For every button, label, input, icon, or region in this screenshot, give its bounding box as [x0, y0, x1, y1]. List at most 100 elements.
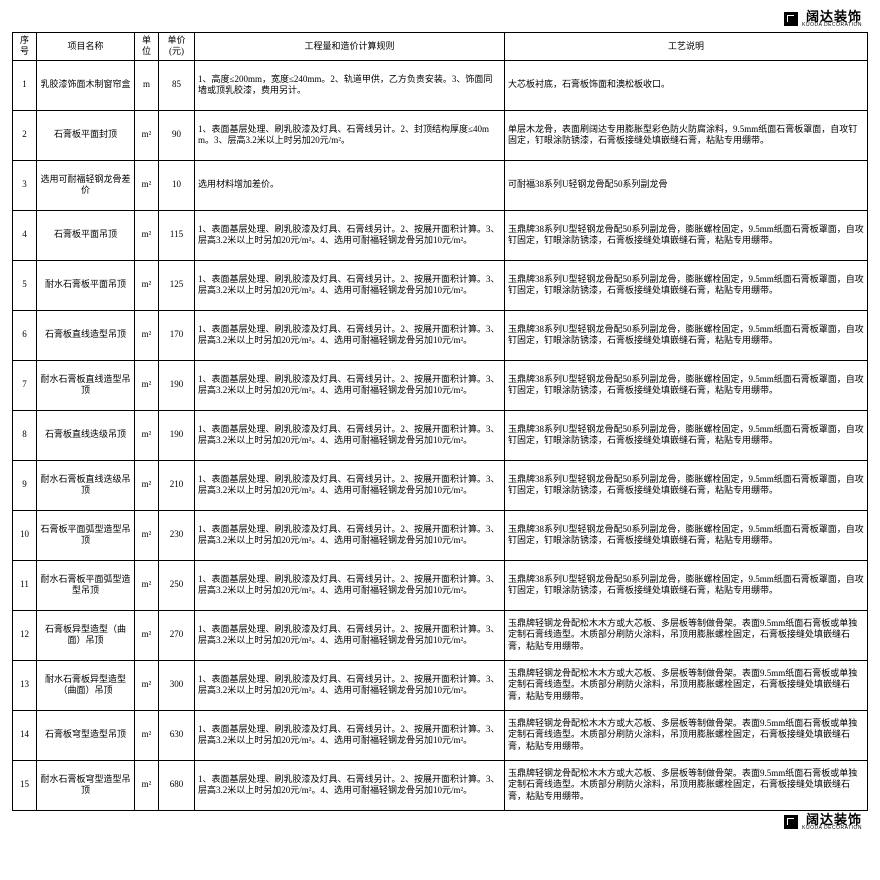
cell-seq: 15 — [13, 760, 37, 810]
cell-unit: m² — [135, 260, 159, 310]
cell-name: 耐水石膏板异型造型（曲面）吊顶 — [37, 660, 135, 710]
cell-rule: 1、表面基层处理、刷乳胶漆及灯具、石膏线另计。2、按展开面积计算。3、层高3.2… — [195, 310, 505, 360]
table-row: 8石膏板直线迭级吊顶m²1901、表面基层处理、刷乳胶漆及灯具、石膏线另计。2、… — [13, 410, 868, 460]
table-header-row: 序号 项目名称 单位 单价(元) 工程量和造价计算规则 工艺说明 — [13, 33, 868, 61]
brand-name-en: KUODA DECORATION — [802, 23, 862, 28]
cell-rule: 1、表面基层处理、刷乳胶漆及灯具、石膏线另计。2、按展开面积计算。3、层高3.2… — [195, 610, 505, 660]
cell-price: 190 — [159, 410, 195, 460]
cell-unit: m² — [135, 110, 159, 160]
col-header-seq: 序号 — [13, 33, 37, 61]
cell-price: 250 — [159, 560, 195, 610]
cell-price: 210 — [159, 460, 195, 510]
cell-price: 230 — [159, 510, 195, 560]
cell-name: 选用可耐福轻钢龙骨差价 — [37, 160, 135, 210]
col-header-proc: 工艺说明 — [505, 33, 868, 61]
cell-proc: 玉鼎牌38系列U型轻钢龙骨配50系列副龙骨，膨胀螺栓固定，9.5mm纸面石膏板罩… — [505, 560, 868, 610]
cell-price: 115 — [159, 210, 195, 260]
table-row: 9耐水石膏板直线迭级吊顶m²2101、表面基层处理、刷乳胶漆及灯具、石膏线另计。… — [13, 460, 868, 510]
cell-proc: 玉鼎牌轻钢龙骨配松木木方或大芯板、多层板等制做骨架。表面9.5mm纸面石膏板或单… — [505, 660, 868, 710]
header-logo-bar: 阔达装饰 KUODA DECORATION — [12, 8, 868, 32]
cell-unit: m — [135, 60, 159, 110]
cell-proc: 单层木龙骨，表面刷阔达专用膨胀型彩色防火防腐涂料，9.5mm纸面石膏板罩面，自攻… — [505, 110, 868, 160]
cell-name: 石膏板平面弧型造型吊顶 — [37, 510, 135, 560]
cell-rule: 1、表面基层处理、刷乳胶漆及灯具、石膏线另计。2、按展开面积计算。3、层高3.2… — [195, 710, 505, 760]
cell-price: 90 — [159, 110, 195, 160]
cell-name: 石膏板平面封顶 — [37, 110, 135, 160]
cell-rule: 1、表面基层处理、刷乳胶漆及灯具、石膏线另计。2、按展开面积计算。3、层高3.2… — [195, 760, 505, 810]
cell-seq: 7 — [13, 360, 37, 410]
cell-rule: 1、表面基层处理、刷乳胶漆及灯具、石膏线另计。2、按展开面积计算。3、层高3.2… — [195, 360, 505, 410]
cell-name: 石膏板直线迭级吊顶 — [37, 410, 135, 460]
cell-rule: 1、表面基层处理、刷乳胶漆及灯具、石膏线另计。2、封顶结构厚度≤40mm。3、层… — [195, 110, 505, 160]
table-row: 2石膏板平面封顶m²901、表面基层处理、刷乳胶漆及灯具、石膏线另计。2、封顶结… — [13, 110, 868, 160]
brand-logo-mark — [784, 12, 798, 26]
cell-seq: 10 — [13, 510, 37, 560]
cell-price: 680 — [159, 760, 195, 810]
cell-unit: m² — [135, 510, 159, 560]
cell-rule: 1、高度≤200mm，宽度≤240mm。2、轨道甲供，乙方负责安装。3、饰面同墙… — [195, 60, 505, 110]
col-header-unit: 单位 — [135, 33, 159, 61]
cell-seq: 6 — [13, 310, 37, 360]
cell-proc: 玉鼎牌38系列U型轻钢龙骨配50系列副龙骨，膨胀螺栓固定，9.5mm纸面石膏板罩… — [505, 410, 868, 460]
cell-seq: 5 — [13, 260, 37, 310]
cell-price: 270 — [159, 610, 195, 660]
brand-name-cn: 阔达装饰 — [802, 813, 862, 826]
cell-price: 300 — [159, 660, 195, 710]
cell-seq: 1 — [13, 60, 37, 110]
cell-seq: 14 — [13, 710, 37, 760]
col-header-name: 项目名称 — [37, 33, 135, 61]
table-row: 3选用可耐福轻钢龙骨差价m²10选用材料增加差价。可耐福38系列U轻钢龙骨配50… — [13, 160, 868, 210]
cell-name: 石膏板异型造型（曲面）吊顶 — [37, 610, 135, 660]
cell-proc: 可耐福38系列U轻钢龙骨配50系列副龙骨 — [505, 160, 868, 210]
cell-seq: 3 — [13, 160, 37, 210]
cell-proc: 玉鼎牌38系列U型轻钢龙骨配50系列副龙骨，膨胀螺栓固定，9.5mm纸面石膏板罩… — [505, 510, 868, 560]
cell-proc: 玉鼎牌轻钢龙骨配松木木方或大芯板、多层板等制做骨架。表面9.5mm纸面石膏板或单… — [505, 610, 868, 660]
footer-logo-bar: 阔达装饰 KUODA DECORATION — [12, 811, 868, 835]
pricing-table: 序号 项目名称 单位 单价(元) 工程量和造价计算规则 工艺说明 1乳胶漆饰面木… — [12, 32, 868, 811]
cell-proc: 玉鼎牌38系列U型轻钢龙骨配50系列副龙骨，膨胀螺栓固定，9.5mm纸面石膏板罩… — [505, 460, 868, 510]
cell-price: 125 — [159, 260, 195, 310]
table-row: 7耐水石膏板直线造型吊顶m²1901、表面基层处理、刷乳胶漆及灯具、石膏线另计。… — [13, 360, 868, 410]
cell-proc: 玉鼎牌38系列U型轻钢龙骨配50系列副龙骨，膨胀螺栓固定，9.5mm纸面石膏板罩… — [505, 360, 868, 410]
cell-unit: m² — [135, 310, 159, 360]
cell-rule: 1、表面基层处理、刷乳胶漆及灯具、石膏线另计。2、按展开面积计算。3、层高3.2… — [195, 560, 505, 610]
cell-proc: 玉鼎牌轻钢龙骨配松木木方或大芯板、多层板等制做骨架。表面9.5mm纸面石膏板或单… — [505, 760, 868, 810]
cell-unit: m² — [135, 560, 159, 610]
cell-unit: m² — [135, 710, 159, 760]
cell-rule: 1、表面基层处理、刷乳胶漆及灯具、石膏线另计。2、按展开面积计算。3、层高3.2… — [195, 460, 505, 510]
cell-name: 耐水石膏板平面弧型造型吊顶 — [37, 560, 135, 610]
cell-proc: 玉鼎牌38系列U型轻钢龙骨配50系列副龙骨，膨胀螺栓固定，9.5mm纸面石膏板罩… — [505, 310, 868, 360]
cell-seq: 4 — [13, 210, 37, 260]
cell-proc: 大芯板衬底，石膏板饰面和澳松板收口。 — [505, 60, 868, 110]
cell-unit: m² — [135, 460, 159, 510]
cell-proc: 玉鼎牌38系列U型轻钢龙骨配50系列副龙骨，膨胀螺栓固定，9.5mm纸面石膏板罩… — [505, 210, 868, 260]
cell-name: 耐水石膏板直线造型吊顶 — [37, 360, 135, 410]
table-row: 11耐水石膏板平面弧型造型吊顶m²2501、表面基层处理、刷乳胶漆及灯具、石膏线… — [13, 560, 868, 610]
brand-logo-footer: 阔达装饰 KUODA DECORATION — [784, 813, 862, 831]
table-row: 5耐水石膏板平面吊顶m²1251、表面基层处理、刷乳胶漆及灯具、石膏线另计。2、… — [13, 260, 868, 310]
cell-rule: 1、表面基层处理、刷乳胶漆及灯具、石膏线另计。2、按展开面积计算。3、层高3.2… — [195, 260, 505, 310]
brand-name-en: KUODA DECORATION — [802, 826, 862, 831]
cell-seq: 12 — [13, 610, 37, 660]
cell-unit: m² — [135, 610, 159, 660]
cell-proc: 玉鼎牌轻钢龙骨配松木木方或大芯板、多层板等制做骨架。表面9.5mm纸面石膏板或单… — [505, 710, 868, 760]
cell-unit: m² — [135, 360, 159, 410]
cell-seq: 11 — [13, 560, 37, 610]
table-row: 15耐水石膏板穹型造型吊顶m²6801、表面基层处理、刷乳胶漆及灯具、石膏线另计… — [13, 760, 868, 810]
cell-unit: m² — [135, 410, 159, 460]
cell-proc: 玉鼎牌38系列U型轻钢龙骨配50系列副龙骨，膨胀螺栓固定，9.5mm纸面石膏板罩… — [505, 260, 868, 310]
cell-rule: 1、表面基层处理、刷乳胶漆及灯具、石膏线另计。2、按展开面积计算。3、层高3.2… — [195, 410, 505, 460]
cell-name: 耐水石膏板穹型造型吊顶 — [37, 760, 135, 810]
cell-price: 10 — [159, 160, 195, 210]
cell-seq: 13 — [13, 660, 37, 710]
cell-price: 170 — [159, 310, 195, 360]
cell-rule: 1、表面基层处理、刷乳胶漆及灯具、石膏线另计。2、按展开面积计算。3、层高3.2… — [195, 660, 505, 710]
cell-unit: m² — [135, 760, 159, 810]
table-row: 13耐水石膏板异型造型（曲面）吊顶m²3001、表面基层处理、刷乳胶漆及灯具、石… — [13, 660, 868, 710]
col-header-rule: 工程量和造价计算规则 — [195, 33, 505, 61]
cell-rule: 选用材料增加差价。 — [195, 160, 505, 210]
cell-name: 石膏板穹型造型吊顶 — [37, 710, 135, 760]
cell-unit: m² — [135, 160, 159, 210]
table-row: 10石膏板平面弧型造型吊顶m²2301、表面基层处理、刷乳胶漆及灯具、石膏线另计… — [13, 510, 868, 560]
table-row: 1乳胶漆饰面木制窗帘盒m851、高度≤200mm，宽度≤240mm。2、轨道甲供… — [13, 60, 868, 110]
